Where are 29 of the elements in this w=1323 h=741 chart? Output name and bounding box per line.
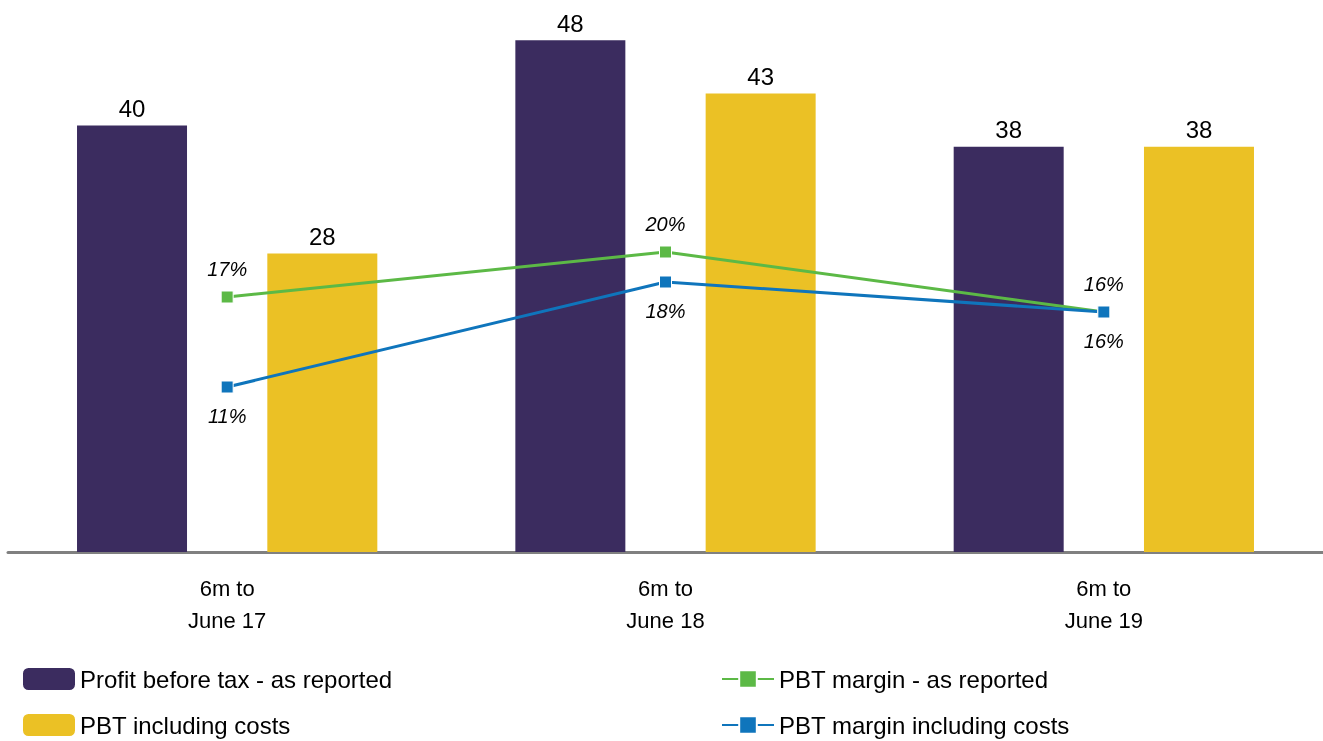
point xyxy=(220,380,234,394)
data-label: 11% xyxy=(207,404,247,427)
data-label: 28 xyxy=(308,222,336,250)
bar xyxy=(515,40,626,552)
point xyxy=(220,290,234,304)
data-label: 48 xyxy=(557,9,584,37)
data-label: 18% xyxy=(645,299,686,322)
legend-label: PBT including costs xyxy=(80,711,291,739)
bar xyxy=(953,146,1064,552)
data-label: 38 xyxy=(1185,116,1213,144)
bar xyxy=(77,125,188,552)
data-label: 40 xyxy=(118,95,146,123)
legend-label: Profit before tax - as reported xyxy=(80,665,393,693)
data-label: 17% xyxy=(207,257,248,280)
legend-label: PBT margin - as reported xyxy=(779,665,1049,693)
data-label: 16% xyxy=(1083,329,1124,352)
data-label: 20% xyxy=(644,212,686,235)
data-label: 16% xyxy=(1083,272,1124,295)
point xyxy=(659,275,672,289)
bar xyxy=(1143,146,1254,552)
bar xyxy=(705,93,816,552)
x-tick-label: 6m to June 18 xyxy=(626,575,705,633)
data-label: 43 xyxy=(747,63,774,91)
data-label: 38 xyxy=(995,116,1023,144)
point xyxy=(659,245,672,259)
bar xyxy=(267,253,378,552)
x-tick-label: 6m to June 19 xyxy=(1064,575,1143,633)
x-tick-label: 6m to June 17 xyxy=(188,575,267,633)
legend-label: PBT margin including costs xyxy=(779,711,1070,739)
